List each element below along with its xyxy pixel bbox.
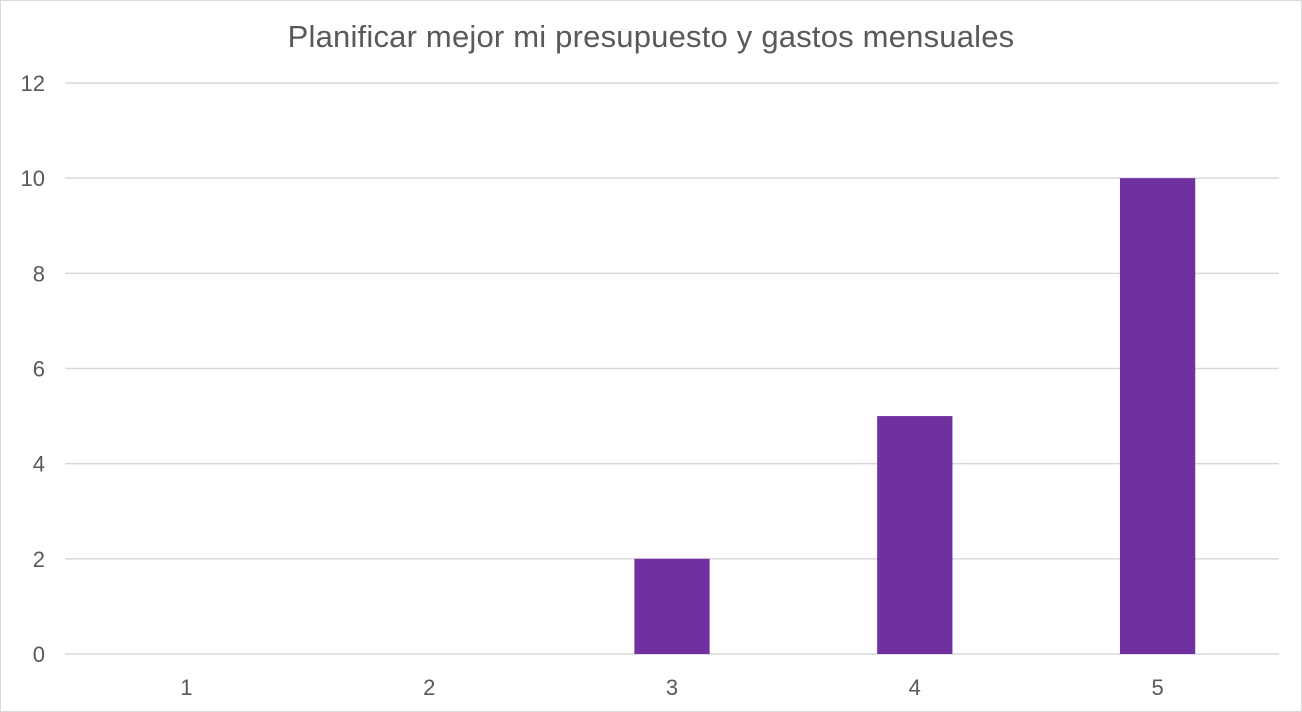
chart-title: Planificar mejor mi presupuesto y gastos… (287, 19, 1015, 54)
x-axis-tick-labels: 1 2 3 4 5 (180, 675, 1163, 700)
y-tick-label: 2 (33, 547, 45, 572)
y-tick-label: 8 (33, 261, 45, 286)
y-axis-tick-labels: 0 2 4 6 8 10 12 (21, 71, 45, 667)
x-tick-label: 5 (1151, 675, 1163, 700)
x-tick-label: 4 (909, 675, 921, 700)
bar-3 (634, 558, 710, 654)
bars (634, 178, 1196, 654)
x-tick-label: 3 (666, 675, 678, 700)
x-tick-label: 2 (423, 675, 435, 700)
y-tick-label: 12 (21, 71, 45, 96)
y-tick-label: 6 (33, 357, 45, 382)
y-tick-label: 0 (33, 642, 45, 667)
bar-5 (1119, 178, 1196, 654)
x-tick-label: 1 (180, 675, 192, 700)
bar-4 (877, 416, 953, 654)
y-tick-label: 10 (21, 166, 45, 191)
y-tick-label: 4 (33, 452, 45, 477)
